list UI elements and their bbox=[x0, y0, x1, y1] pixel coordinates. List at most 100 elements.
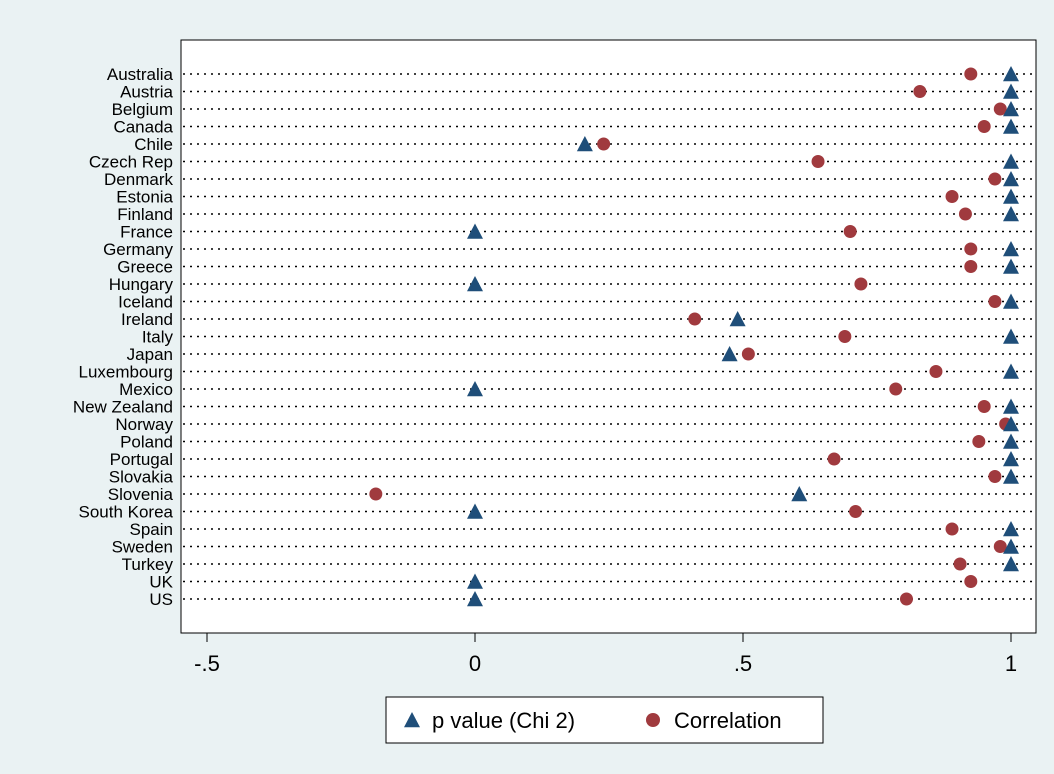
p-value-point bbox=[1003, 241, 1019, 257]
correlation-point bbox=[913, 85, 927, 98]
p-value-point bbox=[467, 573, 483, 589]
correlation-point bbox=[993, 540, 1007, 553]
category-label: France bbox=[120, 223, 173, 242]
category-label: Sweden bbox=[112, 538, 173, 557]
x-tick-label: .5 bbox=[734, 651, 752, 676]
x-axis: -.5 0 .5 1 bbox=[194, 633, 1017, 676]
p-value-point bbox=[1003, 433, 1019, 449]
category-label: Australia bbox=[107, 65, 174, 84]
p-value-point bbox=[576, 136, 593, 152]
p-value-point bbox=[1003, 101, 1019, 117]
category-label: Japan bbox=[127, 345, 173, 364]
correlation-point bbox=[843, 225, 857, 238]
legend-box bbox=[385, 696, 824, 744]
category-label: Slovenia bbox=[108, 485, 174, 504]
category-label: UK bbox=[149, 573, 173, 592]
p-value-point bbox=[1003, 258, 1019, 274]
category-label: US bbox=[149, 590, 173, 609]
correlation-point bbox=[945, 190, 959, 203]
correlation-point bbox=[964, 242, 978, 256]
correlation-point bbox=[964, 575, 978, 588]
category-label: Poland bbox=[120, 433, 173, 452]
p-value-point bbox=[1003, 188, 1019, 204]
category-label: Norway bbox=[115, 415, 173, 434]
category-label: Iceland bbox=[118, 293, 173, 312]
p-value-point bbox=[1003, 66, 1019, 82]
p-value-point bbox=[1003, 293, 1019, 309]
correlation-point bbox=[811, 155, 825, 168]
correlation-point bbox=[854, 277, 868, 291]
p-value-point bbox=[791, 486, 808, 502]
category-label: Estonia bbox=[116, 188, 173, 207]
category-label: Slovakia bbox=[109, 468, 174, 487]
category-label: Germany bbox=[103, 240, 173, 259]
correlation-point bbox=[369, 487, 383, 501]
correlation-point bbox=[838, 330, 852, 343]
correlation-point bbox=[988, 172, 1002, 186]
p-value-point bbox=[1003, 328, 1019, 344]
correlation-point bbox=[741, 347, 755, 361]
correlation-point bbox=[827, 452, 841, 466]
legend-label-correlation: Correlation bbox=[674, 708, 782, 733]
correlation-point bbox=[889, 382, 903, 396]
grid-lines bbox=[183, 73, 1034, 600]
legend-circle-icon bbox=[646, 713, 660, 727]
category-label: South Korea bbox=[78, 503, 173, 522]
p-value-point bbox=[1003, 538, 1019, 554]
category-label: Luxembourg bbox=[78, 363, 173, 382]
p-value-point bbox=[1003, 118, 1019, 134]
p-value-point bbox=[1003, 556, 1019, 572]
p-value-point bbox=[1003, 171, 1019, 187]
x-tick-label: -.5 bbox=[194, 651, 220, 676]
category-label: Canada bbox=[113, 118, 173, 137]
correlation-point bbox=[849, 505, 863, 518]
category-label: Greece bbox=[117, 258, 173, 277]
correlation-point bbox=[964, 67, 978, 81]
category-label: Denmark bbox=[104, 170, 173, 189]
p-value-point bbox=[1003, 451, 1019, 467]
p-value-point bbox=[467, 223, 483, 239]
data-marks bbox=[369, 66, 1019, 607]
category-label: Austria bbox=[120, 83, 173, 102]
category-label: Turkey bbox=[122, 555, 174, 574]
correlation-point bbox=[972, 435, 986, 448]
correlation-point bbox=[964, 260, 978, 273]
category-label: Belgium bbox=[112, 100, 173, 119]
correlation-point bbox=[977, 120, 991, 133]
p-value-point bbox=[467, 591, 483, 607]
category-label: Italy bbox=[142, 328, 174, 347]
p-value-point bbox=[467, 276, 483, 292]
correlation-point bbox=[597, 137, 611, 151]
correlation-point bbox=[945, 522, 959, 536]
category-label: Czech Rep bbox=[89, 153, 173, 172]
category-label: Finland bbox=[117, 205, 173, 224]
legend: p value (Chi 2) Correlation bbox=[385, 696, 824, 744]
p-value-point bbox=[467, 503, 483, 519]
p-value-point bbox=[1003, 398, 1019, 414]
category-label: Ireland bbox=[121, 310, 173, 329]
category-label: Chile bbox=[134, 135, 173, 154]
category-label: Spain bbox=[130, 520, 173, 539]
legend-label-p-value: p value (Chi 2) bbox=[432, 708, 575, 733]
p-value-point bbox=[1003, 83, 1019, 99]
category-label: New Zealand bbox=[73, 398, 173, 417]
p-value-point bbox=[1003, 468, 1019, 484]
x-tick-label: 1 bbox=[1005, 651, 1017, 676]
p-value-point bbox=[1003, 153, 1019, 169]
p-value-point bbox=[1003, 206, 1019, 222]
category-label: Mexico bbox=[119, 380, 173, 399]
correlation-point bbox=[899, 592, 913, 606]
correlation-point bbox=[977, 400, 991, 413]
p-value-point bbox=[1003, 416, 1019, 432]
p-value-point bbox=[721, 346, 738, 362]
category-label: Hungary bbox=[109, 275, 174, 294]
p-value-point bbox=[467, 381, 483, 397]
correlation-point bbox=[958, 207, 972, 221]
correlation-point bbox=[929, 365, 943, 378]
correlation-point bbox=[993, 102, 1007, 116]
correlation-point bbox=[988, 295, 1002, 308]
category-label: Portugal bbox=[110, 450, 173, 469]
p-value-point bbox=[729, 311, 746, 327]
correlation-point bbox=[688, 312, 702, 326]
